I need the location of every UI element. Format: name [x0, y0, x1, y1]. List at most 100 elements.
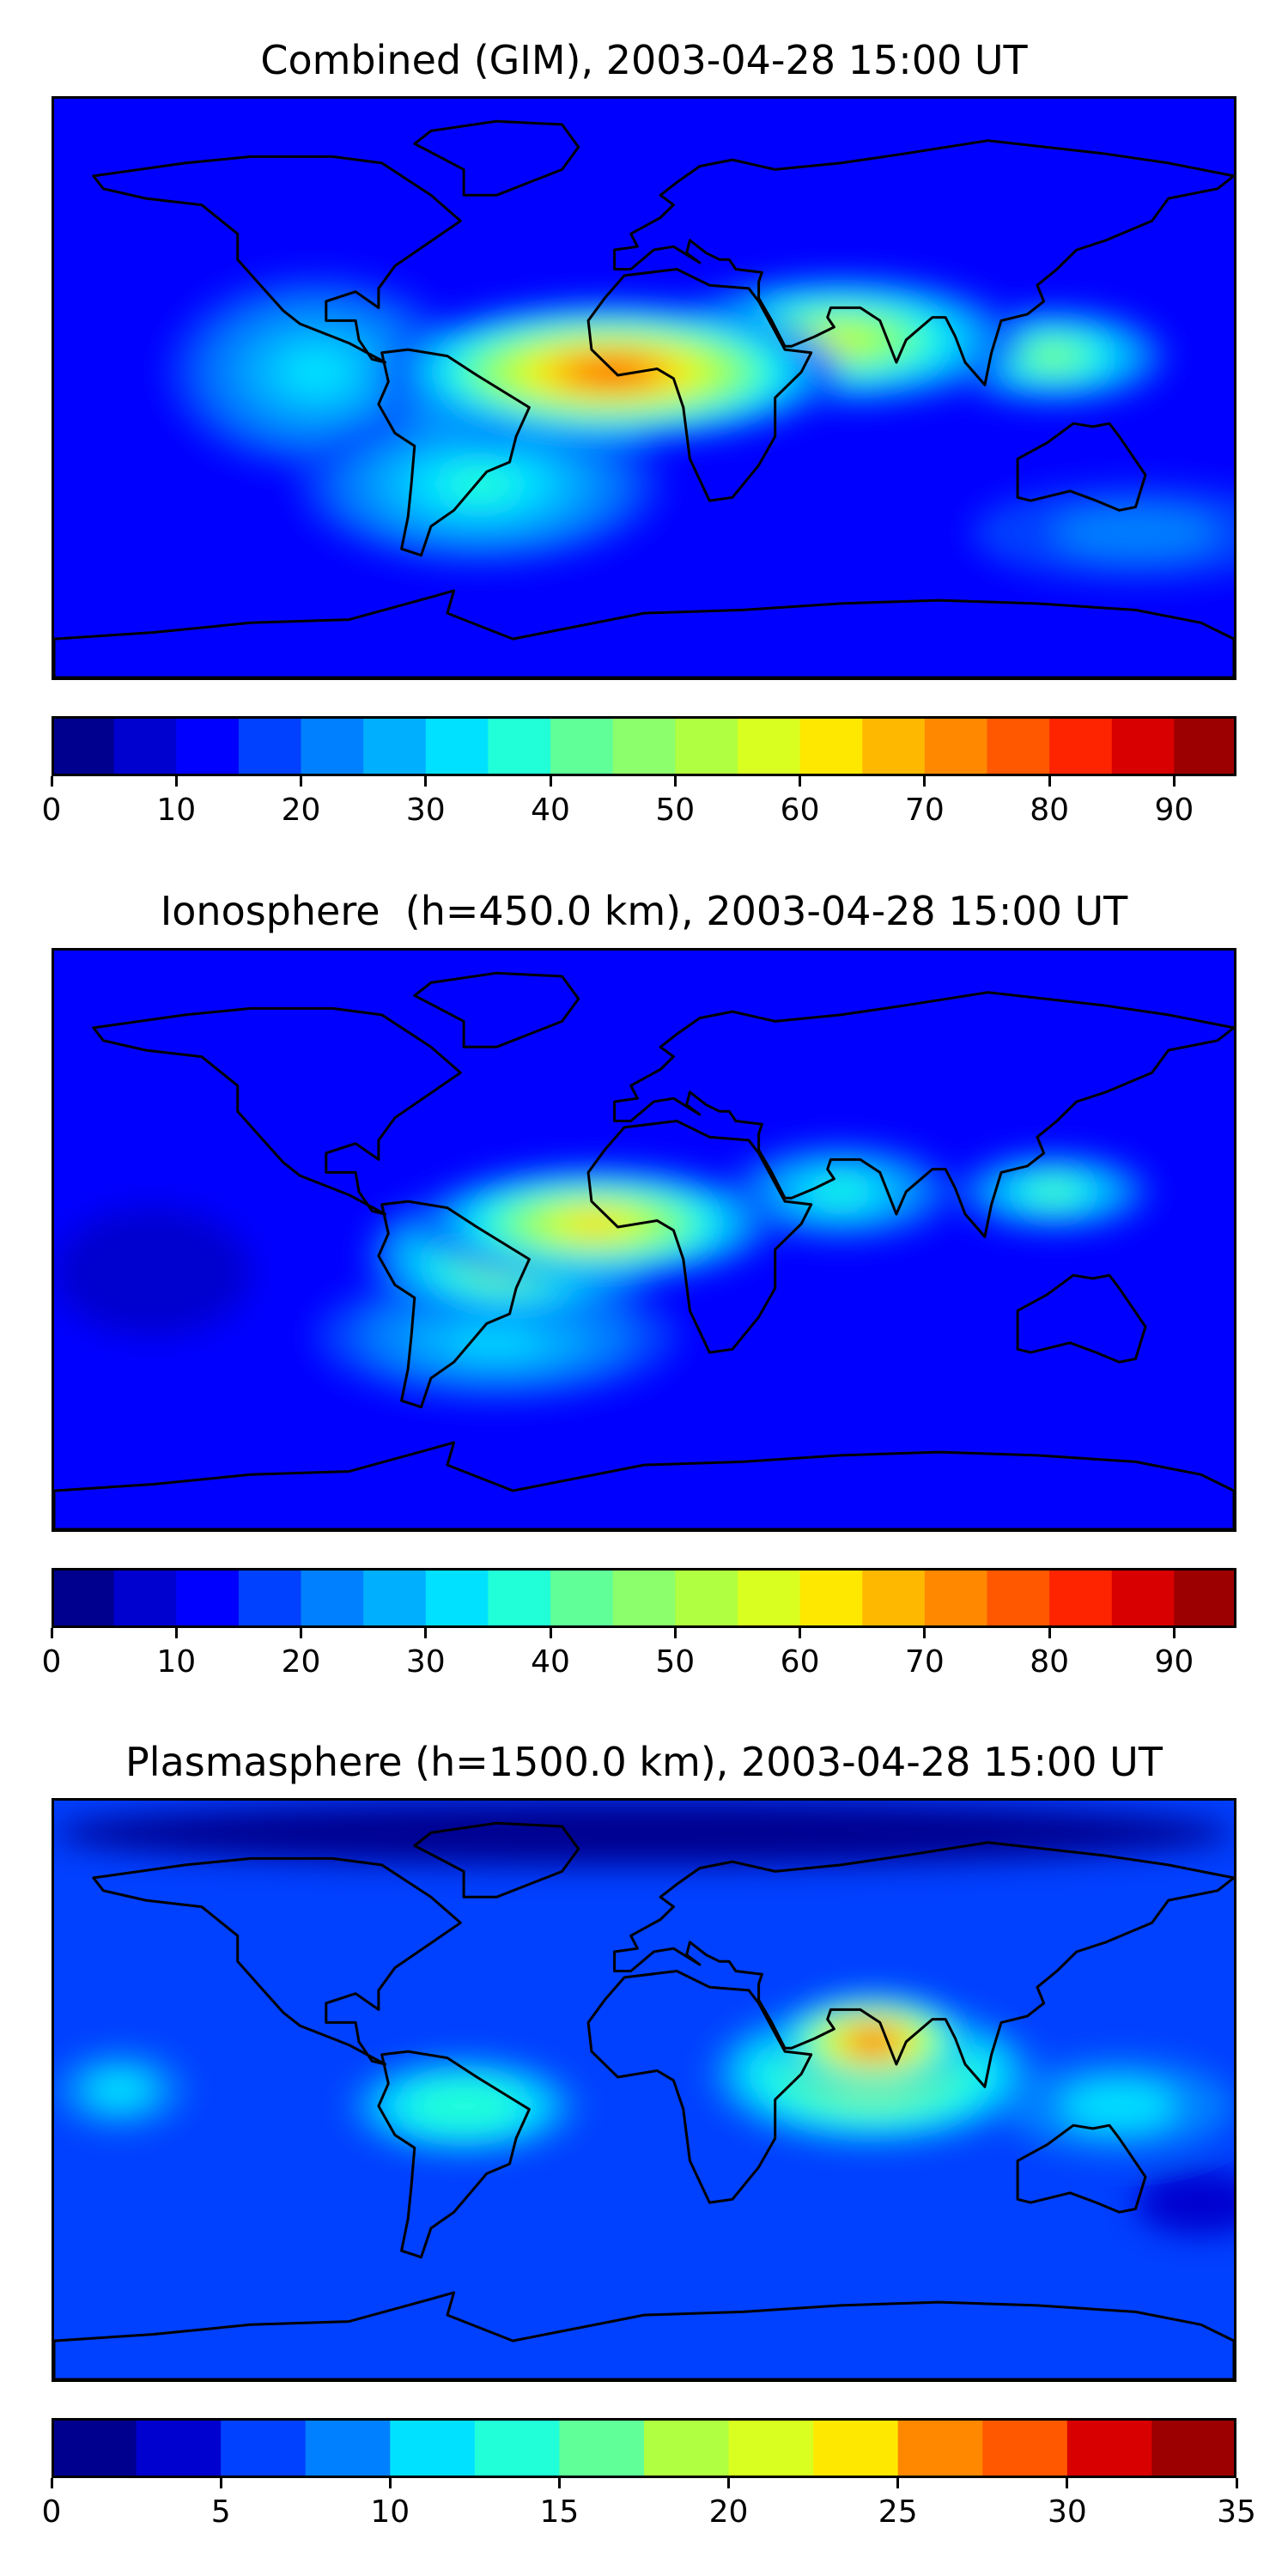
- colorbar-segment: [113, 716, 177, 776]
- colorbar-tick-label: 40: [531, 1644, 570, 1680]
- colorbar-tick-label: 20: [708, 2494, 749, 2530]
- colorbar-tick-label: 25: [878, 2494, 918, 2530]
- colorbar-segment: [390, 2418, 476, 2478]
- colorbar-tick-label: 60: [780, 1644, 820, 1680]
- contour-level: [820, 332, 861, 348]
- colorbar-tick: [923, 1628, 927, 1638]
- colorbar-tick-label: 0: [41, 1644, 62, 1680]
- colorbar-segment: [924, 1568, 988, 1628]
- chart-title: Ionosphere (h=450.0 km), 2003-04-28 15:0…: [160, 888, 1128, 934]
- colorbar-tick: [673, 1628, 677, 1638]
- colorbar-frame: [52, 716, 1236, 776]
- coastline: [613, 139, 1234, 386]
- contour-level: [87, 2070, 153, 2110]
- colorbar-segment: [1066, 2418, 1153, 2478]
- colorbar-segment: [474, 2418, 561, 2478]
- colorbar-segment: [612, 716, 676, 776]
- colorbar-segment: [1151, 2418, 1236, 2478]
- colorbar-tick-label: 35: [1217, 2494, 1256, 2530]
- colorbar-segment: [221, 2418, 307, 2478]
- heatmap-field: [54, 1801, 1234, 2235]
- colorbar-tick-label: 30: [1047, 2494, 1087, 2530]
- colorbar-segment: [813, 2418, 899, 2478]
- colorbar-segment: [363, 1568, 427, 1628]
- colorbar-segment: [488, 716, 551, 776]
- colorbar-segment: [612, 1568, 676, 1628]
- colorbar-tick: [1048, 776, 1051, 787]
- colorbar-tick: [50, 1628, 53, 1638]
- colorbar-segment: [238, 1568, 302, 1628]
- colorbar-segment: [136, 2418, 222, 2478]
- map-plot: [54, 951, 1234, 1529]
- colorbar-segment: [1111, 1568, 1175, 1628]
- colorbar-segment: [675, 1568, 738, 1628]
- colorbar-tick-label: 60: [780, 793, 820, 828]
- colorbar-frame: [52, 1568, 1236, 1628]
- coastlines: [54, 119, 1234, 677]
- contour-level: [1037, 1185, 1071, 1199]
- map-plot: [54, 99, 1234, 677]
- colorbar-segment: [52, 716, 115, 776]
- coastlines: [54, 1821, 1234, 2379]
- colorbar-segment: [1111, 716, 1175, 776]
- heatmap-map: [52, 948, 1236, 1532]
- chart-title: Combined (GIM), 2003-04-28 15:00 UT: [260, 37, 1028, 83]
- contour-level: [1037, 349, 1071, 363]
- heatmap-field: [54, 1143, 1152, 1401]
- colorbar-segment: [1049, 1568, 1113, 1628]
- contour-level: [279, 348, 354, 397]
- coastline: [1016, 1273, 1147, 1364]
- colorbar-segment: [799, 1568, 863, 1628]
- colorbar-tick-label: 5: [210, 2494, 231, 2530]
- contour-level: [434, 2093, 493, 2118]
- colorbar-tick: [1235, 2478, 1238, 2488]
- colorbar-segment: [550, 716, 614, 776]
- colorbar-tick-label: 90: [1154, 1644, 1194, 1680]
- colorbar-tick-label: 80: [1030, 793, 1069, 828]
- colorbar-segment: [982, 2418, 1068, 2478]
- colorbar-segment: [301, 716, 364, 776]
- contour-level: [817, 1182, 864, 1202]
- contour-level: [1054, 508, 1218, 557]
- coastline: [54, 1441, 1234, 1529]
- colorbar-segment: [644, 2418, 730, 2478]
- colorbar-segment: [559, 2418, 645, 2478]
- coastline: [377, 1200, 531, 1409]
- coastline: [1016, 422, 1147, 512]
- contour-level: [444, 468, 517, 501]
- coastline: [92, 155, 462, 364]
- colorbar-segment: [1174, 716, 1236, 776]
- colorbar-tick: [1172, 776, 1176, 787]
- colorbar-tick-label: 70: [904, 793, 945, 828]
- colorbar-tick: [799, 1628, 802, 1638]
- colorbar-tick: [424, 1628, 428, 1638]
- heatmap-map: [52, 1798, 1236, 2382]
- colorbar-tick: [300, 1628, 303, 1638]
- coastline: [413, 119, 580, 197]
- coastline: [54, 2291, 1234, 2379]
- contour-level: [54, 1801, 1234, 1865]
- colorbar-tick-label: 50: [655, 793, 696, 828]
- contour-level: [863, 2037, 884, 2047]
- colorbar-tick: [896, 2478, 900, 2488]
- colorbar-segment: [897, 2418, 983, 2478]
- colorbar-tick: [549, 776, 552, 787]
- map-plot: [54, 1801, 1234, 2379]
- colorbar-tick: [727, 2478, 731, 2488]
- coastline: [413, 1821, 580, 1899]
- colorbar-segment: [425, 1568, 489, 1628]
- colorbar-segment: [52, 2418, 137, 2478]
- coastline: [586, 1120, 813, 1354]
- colorbar-tick: [799, 776, 802, 787]
- colorbar: 0 10 20 30 40 50 60 70 80 90: [42, 1568, 1236, 1680]
- coastline: [377, 348, 531, 557]
- colorbar-tick: [50, 776, 53, 787]
- colorbar-segment: [488, 1568, 551, 1628]
- colorbar-tick: [549, 1628, 552, 1638]
- coastline: [377, 2050, 531, 2259]
- colorbar-tick-label: 10: [156, 1644, 197, 1680]
- colorbar-frame: [52, 2418, 1236, 2478]
- colorbar-tick-label: 15: [539, 2494, 580, 2530]
- colorbar-segment: [363, 716, 427, 776]
- colorbar-tick: [1066, 2478, 1069, 2488]
